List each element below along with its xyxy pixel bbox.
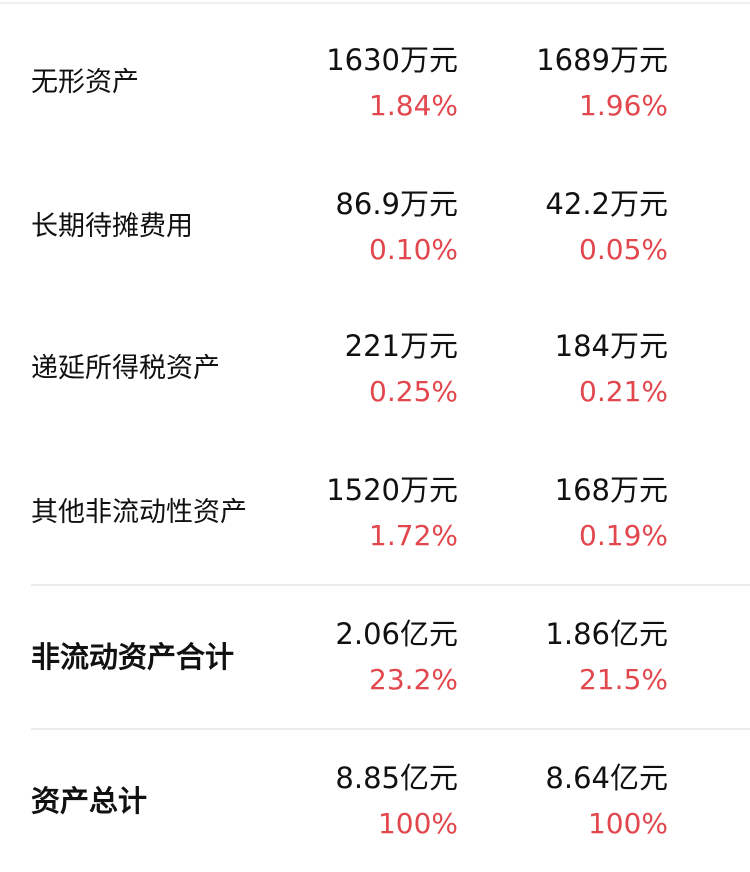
prior-period-percent: 21.5% [579, 663, 668, 696]
current-period-value: 221万元 [344, 329, 458, 363]
current-period-value: 8.85亿元 [335, 761, 458, 795]
row-label: 长期待摊费用 [31, 211, 193, 242]
prior-period-value: 184万元 [554, 329, 668, 363]
current-period-percent: 100% [377, 807, 458, 840]
table-row[interactable]: 递延所得税资产 221万元 0.25% 184万元 0.21% [0, 296, 750, 440]
current-period-percent: 1.72% [369, 519, 458, 552]
top-divider [0, 2, 750, 4]
table-row[interactable]: 无形资产 1630万元 1.84% 1689万元 1.96% [0, 10, 750, 154]
row-label: 非流动资产合计 [31, 640, 235, 674]
current-period-value: 2.06亿元 [335, 617, 458, 651]
table-row[interactable]: 长期待摊费用 86.9万元 0.10% 42.2万元 0.05% [0, 154, 750, 298]
prior-period-percent: 0.05% [579, 233, 668, 266]
prior-period-value: 1689万元 [536, 43, 668, 77]
current-period-percent: 0.10% [369, 233, 458, 266]
prior-period-value: 8.64亿元 [545, 761, 668, 795]
current-period-value: 1630万元 [326, 43, 458, 77]
table-row[interactable]: 资产总计 8.85亿元 100% 8.64亿元 100% [0, 728, 750, 872]
row-label: 无形资产 [31, 67, 139, 98]
current-period-percent: 1.84% [369, 89, 458, 122]
row-label: 其他非流动性资产 [31, 497, 247, 528]
current-period-value: 86.9万元 [335, 187, 458, 221]
prior-period-value: 1.86亿元 [545, 617, 668, 651]
table-row[interactable]: 其他非流动性资产 1520万元 1.72% 168万元 0.19% [0, 440, 750, 584]
prior-period-percent: 1.96% [579, 89, 668, 122]
current-period-value: 1520万元 [326, 473, 458, 507]
prior-period-value: 42.2万元 [545, 187, 668, 221]
prior-period-percent: 100% [587, 807, 668, 840]
row-label: 递延所得税资产 [31, 353, 220, 384]
current-period-percent: 23.2% [369, 663, 458, 696]
row-divider [31, 584, 750, 586]
prior-period-percent: 0.19% [579, 519, 668, 552]
row-label: 资产总计 [31, 784, 148, 818]
current-period-percent: 0.25% [369, 375, 458, 408]
prior-period-percent: 0.21% [579, 375, 668, 408]
row-divider [31, 728, 750, 730]
prior-period-value: 168万元 [554, 473, 668, 507]
table-row[interactable]: 非流动资产合计 2.06亿元 23.2% 1.86亿元 21.5% [0, 584, 750, 728]
